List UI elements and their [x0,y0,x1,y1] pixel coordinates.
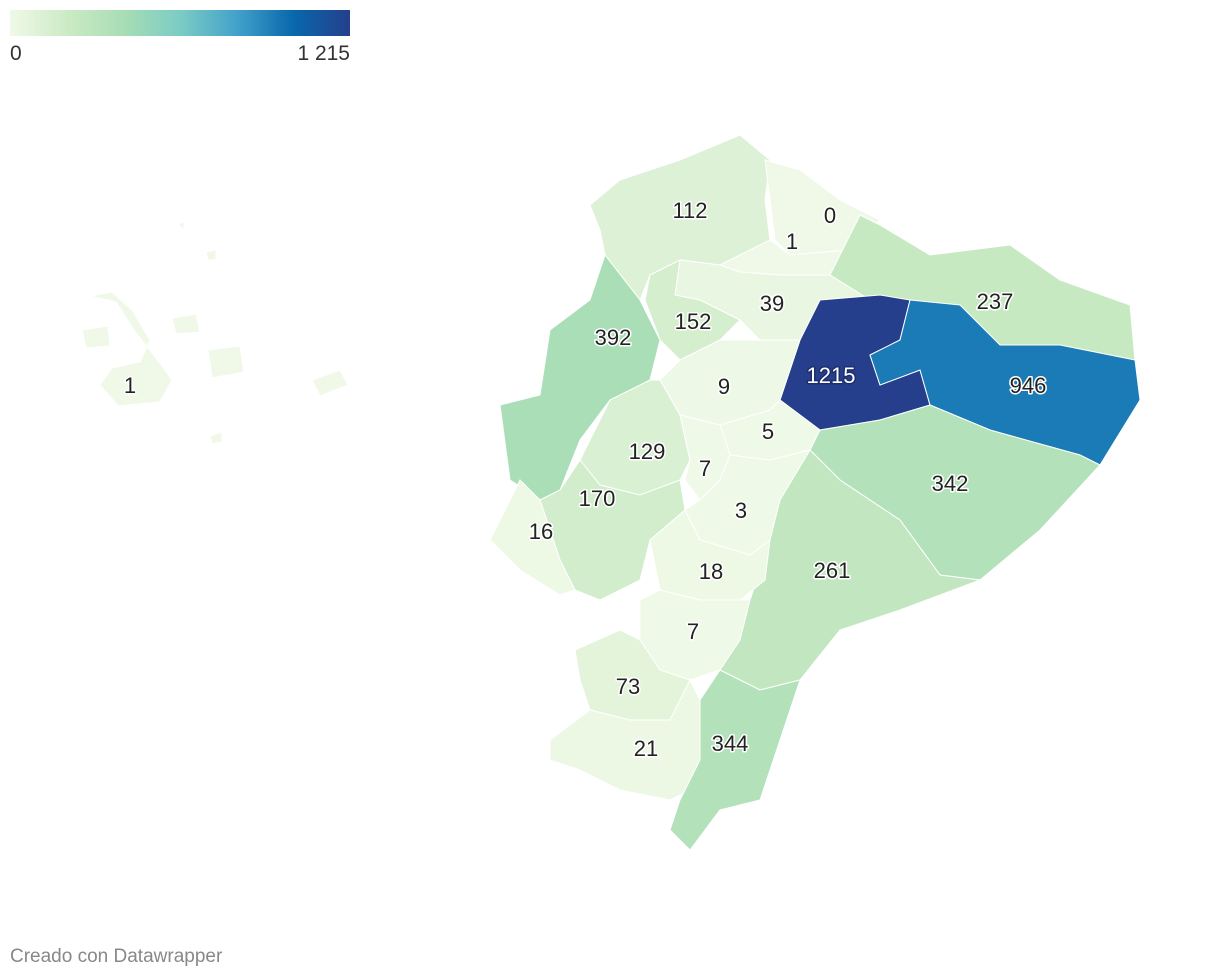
region-label: 1215 [807,363,856,388]
region-label: 261 [814,558,851,583]
region-label: 7 [699,456,711,481]
region-label: 9 [718,374,730,399]
legend-max: 1 215 [297,42,350,65]
region-label: 73 [616,674,640,699]
region-label: 152 [675,309,712,334]
region-label: 946 [1010,373,1047,398]
labels: 112 0 1 237 39 152 392 1215 946 9 5 342 129 7 170 16 3 26… [122,196,1047,762]
region-label: 129 [629,439,666,464]
region [669,669,801,851]
region-label: 237 [977,289,1014,314]
region-label: 5 [762,419,774,444]
region-label: 39 [760,291,784,316]
region-label: 392 [595,325,632,350]
region-label: 1 [124,373,136,398]
region-label: 21 [634,736,658,761]
region [639,589,751,681]
region-label: 18 [699,559,723,584]
regions [81,134,1141,851]
credit: Creado con Datawrapper [10,946,223,967]
region-label: 1 [786,229,798,254]
region-label: 170 [579,486,616,511]
region-label: 344 [712,731,749,756]
region [649,509,771,601]
region-label: 0 [824,203,836,228]
legend-min: 0 [10,42,22,65]
region-label: 7 [687,619,699,644]
legend-gradient [10,10,350,36]
region [644,259,741,361]
region [81,221,349,445]
region [489,479,576,596]
region-label: 3 [735,498,747,523]
region-label: 342 [932,471,969,496]
region-label: 112 [672,198,707,223]
region-label: 16 [529,519,553,544]
